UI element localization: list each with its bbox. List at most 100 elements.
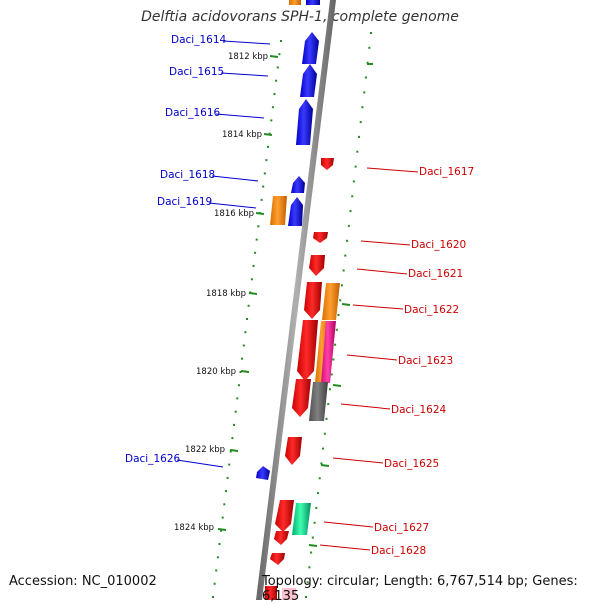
tick-mark	[269, 55, 279, 58]
gene-arrow-reverse[interactable]	[265, 586, 277, 600]
gene-label-daci-1621[interactable]: Daci_1621	[408, 268, 463, 280]
gene-arrow-daci-1628[interactable]	[274, 531, 289, 545]
gene-label-daci-1616[interactable]: Daci_1616	[165, 107, 221, 119]
pink-feature[interactable]	[282, 588, 296, 600]
gene-arrow-daci-1621[interactable]	[309, 255, 325, 276]
tick-mark	[255, 212, 265, 215]
ring-dot	[315, 506, 318, 509]
tick-label: 1814 kbp	[222, 130, 262, 140]
ring-dot	[322, 447, 325, 450]
gene-label-daci-1626[interactable]: Daci_1626	[125, 453, 181, 465]
gene-arrow-daci-1614[interactable]	[302, 32, 319, 64]
gene-arrow-daci-1627[interactable]	[275, 500, 294, 532]
tick-label: 1816 kbp	[214, 209, 254, 219]
ring-dot	[271, 106, 274, 109]
gene-label-daci-1624[interactable]: Daci_1624	[391, 404, 447, 416]
ring-dot	[250, 278, 253, 281]
ring-dot	[361, 106, 364, 109]
gene-arrow-daci-1626[interactable]	[256, 466, 270, 480]
ring-dot	[241, 357, 244, 360]
accession-label: Accession: NC_010002	[9, 574, 157, 589]
ring-dot	[328, 388, 331, 391]
ring-dot	[359, 121, 362, 124]
ring-dot	[252, 265, 255, 267]
ring-dot	[318, 477, 321, 480]
gene-arrow-daci-1624[interactable]	[292, 379, 311, 417]
tick-label: 1824 kbp	[174, 523, 214, 533]
gene-label-daci-1622[interactable]: Daci_1622	[404, 304, 459, 316]
ring-dot	[327, 403, 330, 406]
gene-label-daci-1623[interactable]: Daci_1623	[398, 355, 453, 367]
ring-dot	[246, 318, 248, 320]
ring-dot	[237, 384, 240, 387]
ring-dot	[330, 373, 333, 376]
gene-arrow-daci-1619[interactable]	[288, 197, 303, 226]
ring-dot	[313, 521, 316, 524]
gene-arrow-reverse[interactable]	[270, 553, 285, 565]
genome-backbone	[256, 0, 336, 600]
gene-label-daci-1614[interactable]: Daci_1614	[171, 34, 227, 46]
ring-dot	[354, 165, 357, 168]
gene-label-daci-1628[interactable]: Daci_1628	[371, 545, 426, 557]
outer-dotted-ring	[305, 32, 372, 598]
orange-feature[interactable]	[270, 196, 287, 225]
inner-dotted-ring	[212, 40, 282, 598]
ring-dot	[325, 417, 328, 420]
gene-label-daci-1620[interactable]: Daci_1620	[411, 239, 466, 251]
ring-dot	[339, 299, 342, 302]
tick-label: 1818 kbp	[206, 289, 246, 299]
leader-line	[319, 544, 371, 551]
leader-line	[211, 175, 259, 182]
gene-arrow-daci-1622[interactable]	[304, 282, 322, 319]
leader-line	[356, 268, 408, 275]
ring-dot	[340, 284, 343, 287]
tick-mark	[332, 384, 342, 387]
gene-label-daci-1618[interactable]: Daci_1618	[160, 169, 215, 181]
ring-dot	[364, 76, 367, 79]
gene-label-daci-1619[interactable]: Daci_1619	[157, 196, 212, 208]
ring-dot	[351, 195, 354, 198]
leader-line	[220, 72, 269, 77]
gene-arrow-forward[interactable]	[306, 0, 320, 5]
ring-dot	[242, 344, 245, 347]
gene-arrow-daci-1616[interactable]	[296, 99, 313, 145]
gene-arrow-daci-1620[interactable]	[313, 232, 328, 243]
ring-dot	[358, 135, 360, 138]
ring-dot	[221, 516, 224, 519]
ring-dot	[349, 210, 352, 213]
ring-dot	[257, 225, 260, 228]
ring-dot	[233, 423, 235, 426]
green-feature[interactable]	[292, 503, 311, 535]
orange-feature[interactable]	[289, 0, 301, 5]
ring-dot	[273, 93, 276, 95]
gene-arrow-daci-1625[interactable]	[285, 437, 302, 465]
ring-dot	[263, 172, 266, 175]
tick-marks: 1812 kbp 1814 kbp 1816 kbp 1818 kbp 1820…	[174, 52, 373, 547]
ring-dot	[254, 251, 257, 254]
ring-dot	[218, 543, 221, 545]
gene-arrow-daci-1623[interactable]	[297, 320, 318, 381]
ring-dot	[276, 66, 279, 69]
ring-dot	[260, 198, 263, 201]
gray-feature[interactable]	[309, 382, 328, 421]
gene-arrow-daci-1615[interactable]	[300, 64, 317, 97]
ring-dot	[370, 32, 372, 34]
gene-arrow-daci-1617[interactable]	[321, 158, 334, 170]
ring-dot	[234, 410, 237, 413]
ring-dot	[220, 529, 223, 532]
gene-label-daci-1615[interactable]: Daci_1615	[169, 66, 224, 78]
map-title: Delftia acidovorans SPH-1, complete geno…	[141, 9, 459, 25]
ring-dot	[323, 432, 326, 435]
ring-dot	[225, 490, 227, 493]
gene-arrow-daci-1618[interactable]	[291, 176, 305, 193]
pink-feature[interactable]	[321, 321, 336, 383]
gene-label-daci-1617[interactable]: Daci_1617	[419, 166, 474, 178]
gene-label-daci-1627[interactable]: Daci_1627	[374, 522, 429, 534]
gene-label-daci-1625[interactable]: Daci_1625	[384, 458, 439, 470]
ring-dot	[239, 371, 242, 373]
orange-feature[interactable]	[322, 283, 340, 320]
tick-mark	[341, 303, 351, 306]
ring-dot	[310, 551, 313, 554]
ring-dot	[270, 119, 273, 122]
